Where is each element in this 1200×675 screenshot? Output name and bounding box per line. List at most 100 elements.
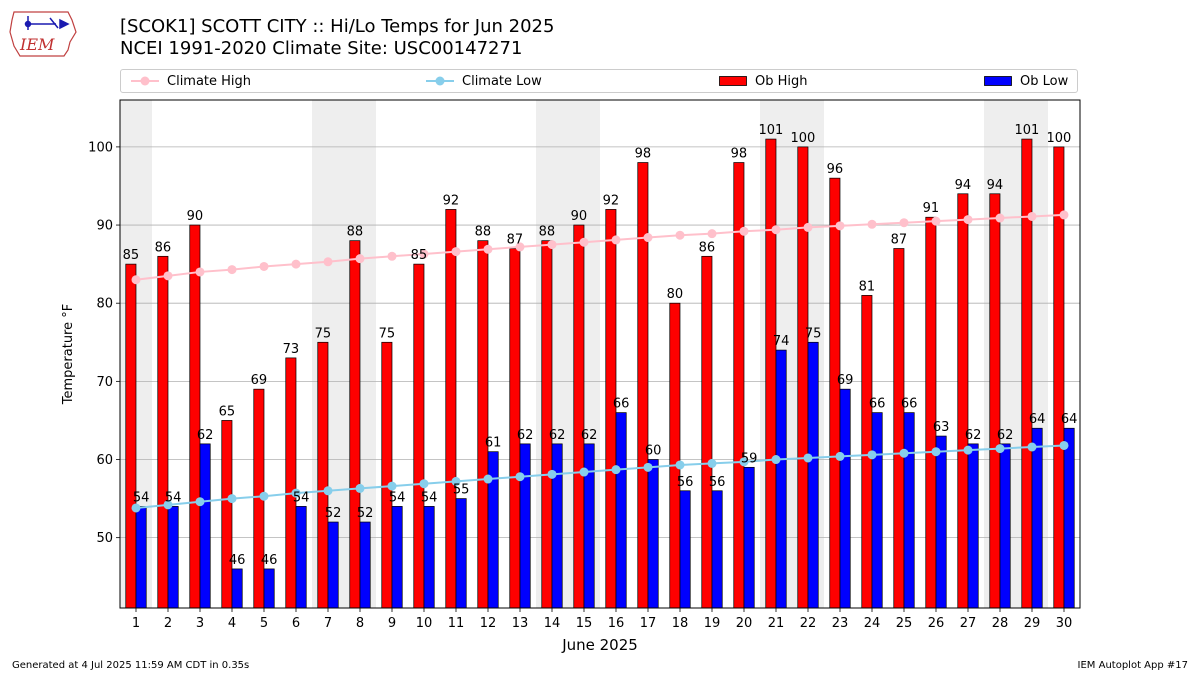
ob-high-bar	[1021, 138, 1033, 609]
x-tick-label: 14	[544, 616, 561, 631]
legend-item-climate-low: Climate Low	[426, 70, 542, 92]
x-tick-label: 5	[260, 616, 268, 631]
climate-high-point	[355, 254, 365, 264]
ob-low-data-label: 74	[773, 334, 790, 349]
chart-title: [SCOK1] SCOTT CITY :: Hi/Lo Temps for Ju…	[120, 16, 554, 60]
legend-item-ob-low: Ob Low	[984, 70, 1068, 92]
x-tick-label: 23	[832, 616, 849, 631]
ob-high-bar	[125, 263, 137, 609]
climate-low-point	[611, 465, 621, 475]
climate-low-point	[515, 472, 525, 482]
x-tick-label: 27	[960, 616, 977, 631]
ob-low-data-label: 62	[549, 428, 566, 443]
x-tick-label: 1	[132, 616, 140, 631]
y-tick-label: 80	[96, 297, 113, 312]
x-tick-label: 20	[736, 616, 753, 631]
legend-item-climate-high: Climate High	[131, 70, 251, 92]
x-tick-label: 22	[800, 616, 817, 631]
ob-high-bar	[317, 341, 329, 609]
climate-high-point	[163, 271, 173, 281]
ob-high-data-label: 75	[315, 326, 332, 341]
x-tick-label: 28	[992, 616, 1009, 631]
ob-low-data-label: 69	[837, 373, 854, 388]
ob-low-bar	[199, 443, 211, 609]
title-line-1: [SCOK1] SCOTT CITY :: Hi/Lo Temps for Ju…	[120, 16, 555, 37]
iem-logo: IEM	[9, 11, 77, 57]
legend-label: Ob High	[755, 73, 808, 89]
climate-low-point	[355, 483, 365, 493]
climate-high-point	[387, 251, 397, 261]
climate-high-point	[547, 240, 557, 250]
ob-low-bar	[135, 506, 147, 609]
ob-high-data-label: 86	[699, 240, 716, 255]
plot-frame	[119, 99, 1081, 609]
footer-generated-text: Generated at 4 Jul 2025 11:59 AM CDT in …	[12, 660, 250, 671]
climate-low-point	[227, 494, 237, 504]
title-line-2: NCEI 1991-2020 Climate Site: USC00147271	[120, 38, 523, 59]
climate-high-point	[1027, 211, 1037, 221]
ob-low-data-label: 62	[581, 428, 598, 443]
ob-high-bar	[765, 138, 777, 609]
x-tick-label: 4	[228, 616, 236, 631]
ob-low-bar	[327, 521, 339, 609]
ob-low-data-label: 52	[325, 506, 342, 521]
ob-high-data-label: 101	[1014, 123, 1039, 138]
ob-high-data-label: 85	[411, 248, 428, 263]
ob-low-bar	[295, 506, 307, 609]
x-tick-label: 30	[1056, 616, 1073, 631]
climate-low-point	[291, 488, 301, 498]
climate-low-line	[135, 444, 1065, 509]
climate-low-point	[1059, 440, 1069, 450]
ob-high-bar	[893, 248, 905, 609]
climate-high-point	[483, 244, 493, 254]
ob-low-bar	[775, 349, 787, 609]
climate-high-point	[515, 242, 525, 252]
climate-high-point	[963, 215, 973, 225]
ob-high-data-label: 87	[507, 232, 524, 247]
climate-low-point	[899, 448, 909, 458]
ob-low-data-label: 66	[869, 397, 886, 412]
climate-high-point	[579, 237, 589, 247]
ob-low-data-label: 63	[933, 420, 950, 435]
climate-low-point	[995, 444, 1005, 454]
climate-low-point	[963, 445, 973, 455]
ob-high-bar	[285, 357, 297, 609]
x-axis-label: June 2025	[561, 636, 638, 654]
ob-high-data-label: 90	[571, 209, 588, 224]
ob-high-data-label: 96	[827, 162, 844, 177]
x-tick-label: 11	[448, 616, 465, 631]
x-tick-label: 9	[388, 616, 396, 631]
ob-high-bar	[221, 420, 233, 609]
ob-high-bar	[189, 224, 201, 609]
x-tick-label: 29	[1024, 616, 1041, 631]
x-tick-label: 10	[416, 616, 433, 631]
ob-high-bar	[669, 302, 681, 609]
ob-high-bar	[957, 193, 969, 609]
ob-high-data-label: 86	[155, 240, 172, 255]
ob-low-bar	[967, 443, 979, 609]
ob-high-bar	[925, 216, 937, 609]
ob-low-data-label: 54	[293, 490, 310, 505]
ob-low-data-label: 54	[389, 490, 406, 505]
climate-high-point	[611, 235, 621, 245]
climate-low-point	[771, 455, 781, 465]
ob-high-bar	[829, 177, 841, 609]
ob-low-bar	[231, 568, 243, 609]
climate-high-point	[643, 233, 653, 243]
climate-low-point	[643, 462, 653, 472]
climate-low-point	[1027, 442, 1037, 452]
ob-low-data-label: 56	[709, 475, 726, 490]
ob-high-bar	[637, 162, 649, 609]
ob-low-data-label: 56	[677, 475, 694, 490]
ob-high-data-label: 85	[123, 248, 140, 263]
x-tick-label: 25	[896, 616, 913, 631]
ob-high-data-label: 88	[347, 225, 364, 240]
climate-high-point	[131, 275, 141, 285]
ob-low-data-label: 61	[485, 436, 502, 451]
y-tick-label: 50	[96, 531, 113, 546]
ob-low-data-label: 54	[133, 490, 150, 505]
climate-high-point	[899, 218, 909, 228]
ob-low-data-label: 55	[453, 483, 470, 498]
climate-high-point	[803, 222, 813, 232]
ob-low-bar	[519, 443, 531, 609]
